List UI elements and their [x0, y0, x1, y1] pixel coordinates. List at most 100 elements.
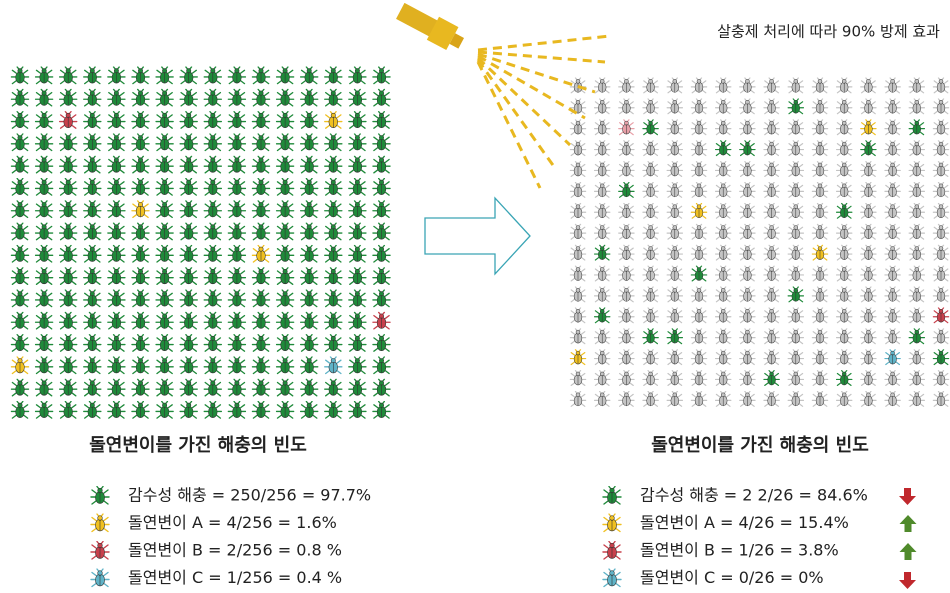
bug: [324, 133, 343, 152]
bug: [642, 328, 659, 345]
bug: [835, 244, 853, 261]
bug: [860, 265, 877, 282]
bug: [787, 244, 805, 261]
bug: [593, 140, 611, 157]
bug: [811, 119, 829, 136]
bug: [203, 88, 223, 107]
bug: [10, 88, 30, 107]
bug: [666, 349, 684, 366]
bug: [884, 161, 901, 177]
bug: [932, 77, 950, 94]
bug: [908, 98, 926, 115]
bug: [348, 66, 367, 85]
bug: [569, 265, 587, 282]
bug: [860, 349, 877, 366]
bug: [83, 222, 102, 241]
bug: [251, 401, 271, 419]
bug: [179, 356, 198, 375]
bug: [932, 202, 950, 219]
bug: [203, 111, 223, 129]
bug: [884, 182, 901, 198]
bug: [83, 334, 102, 352]
bug: [324, 356, 343, 375]
bug: [666, 307, 684, 324]
bug: [34, 356, 54, 375]
bug: [324, 66, 343, 85]
bug: [860, 182, 877, 198]
bug: [932, 265, 950, 282]
bug: [642, 307, 659, 324]
bug: [908, 391, 926, 407]
bug: [275, 244, 295, 263]
bug: [787, 98, 805, 115]
bug: [155, 200, 174, 219]
bug: [860, 202, 877, 219]
bug: [227, 111, 247, 129]
bug: [763, 286, 780, 303]
bug: [179, 155, 198, 174]
bug: [739, 98, 756, 115]
bug: [714, 307, 732, 324]
bug: [763, 328, 780, 345]
bug: [690, 223, 708, 240]
bug: [690, 202, 708, 219]
bug: [155, 378, 174, 397]
bug: [763, 140, 780, 157]
bug: [860, 244, 877, 261]
bug: [348, 401, 367, 419]
bug: [884, 223, 901, 240]
bug: [714, 98, 732, 115]
caption: 돌연변이를 가진 해충의 빈도: [651, 435, 869, 456]
bug: [83, 111, 102, 129]
bug: [787, 202, 805, 219]
bug: [739, 140, 756, 157]
bug: [203, 334, 223, 352]
bug: [251, 133, 271, 152]
bug: [593, 77, 611, 94]
bug: [908, 328, 926, 345]
bug: [372, 111, 391, 129]
bug: [131, 178, 150, 196]
bug: [835, 391, 853, 407]
bug: [203, 267, 223, 285]
arrow: [424, 196, 531, 276]
bug: [203, 311, 223, 330]
bug: [372, 378, 391, 397]
bug: [569, 286, 587, 303]
bug: [932, 328, 950, 345]
bug: [618, 223, 635, 240]
bug: [739, 349, 756, 366]
bug: [860, 77, 877, 94]
bug: [908, 370, 926, 386]
bug: [131, 133, 150, 152]
bug: [227, 334, 247, 352]
bug: [690, 307, 708, 324]
bug: [908, 161, 926, 177]
bug: [203, 289, 223, 308]
bug: [10, 200, 30, 219]
bug: [10, 356, 30, 375]
bug: [324, 111, 343, 129]
bug: [179, 401, 198, 419]
bug: [58, 178, 78, 196]
bug: [602, 513, 622, 533]
bug: [372, 178, 391, 196]
bug: [932, 370, 950, 386]
bug: [884, 370, 901, 386]
bug: [227, 311, 247, 330]
bug: [811, 265, 829, 282]
bug: [10, 311, 30, 330]
bug: [811, 286, 829, 303]
bug: [372, 155, 391, 174]
bug: [83, 88, 102, 107]
bug: [10, 222, 30, 241]
bug: [107, 267, 126, 285]
bug: [227, 401, 247, 419]
bug: [10, 133, 30, 152]
bug: [348, 88, 367, 107]
bug: [299, 244, 319, 263]
bug: [251, 66, 271, 85]
bug: [131, 311, 150, 330]
bug: [714, 77, 732, 94]
bug: [569, 182, 587, 198]
